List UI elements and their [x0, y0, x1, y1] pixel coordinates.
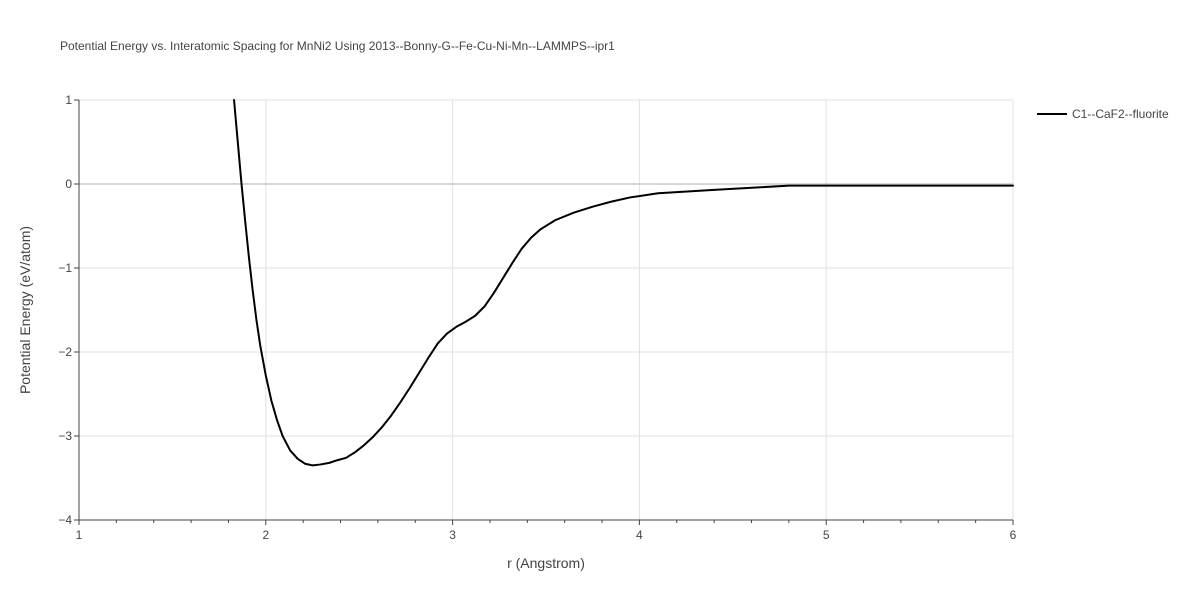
x-tick-label: 6	[1010, 528, 1017, 542]
chart-title: Potential Energy vs. Interatomic Spacing…	[60, 39, 615, 53]
series-line	[233, 99, 1014, 467]
x-tick-label: 2	[262, 528, 269, 542]
series-group	[233, 99, 1014, 467]
legend[interactable]: C1--CaF2--fluorite	[1037, 107, 1169, 121]
x-tick-label: 3	[449, 528, 456, 542]
x-tick-label: 4	[636, 528, 643, 542]
y-tick-label: 1	[65, 93, 72, 107]
gridlines	[79, 99, 1014, 520]
axes	[78, 100, 1013, 521]
x-axis-ticks: 1 2 3 4 5 6	[76, 520, 1017, 542]
y-tick-label: −2	[58, 345, 72, 359]
y-tick-label: −1	[58, 261, 72, 275]
y-tick-label: −3	[58, 429, 72, 443]
y-axis-ticks: 1 0 −1 −2 −3 −4	[58, 93, 79, 527]
y-axis-label: Potential Energy (eV/atom)	[17, 226, 33, 394]
y-tick-label: 0	[65, 177, 72, 191]
x-tick-label: 1	[76, 528, 83, 542]
x-tick-label: 5	[823, 528, 830, 542]
legend-label: C1--CaF2--fluorite	[1072, 107, 1169, 121]
x-axis-label: r (Angstrom)	[507, 555, 585, 571]
y-tick-label: −4	[58, 513, 72, 527]
